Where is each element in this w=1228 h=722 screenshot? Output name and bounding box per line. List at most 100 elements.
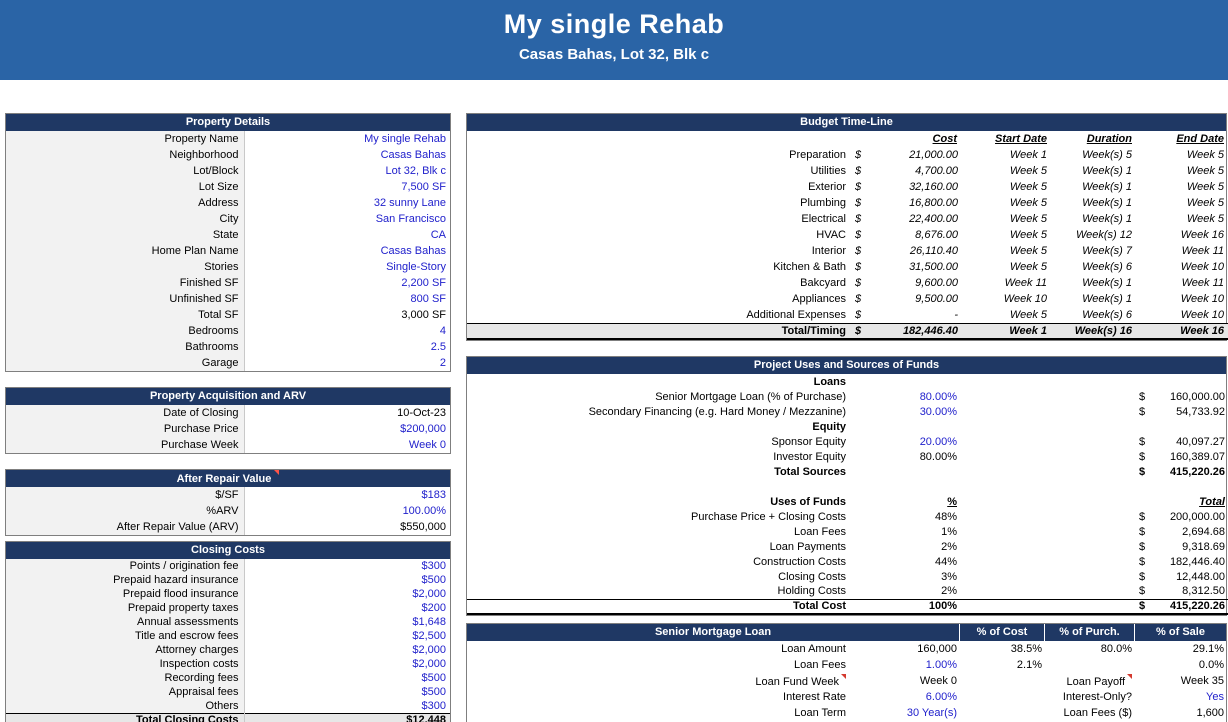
cost-cell[interactable]: $22,400.00: [855, 213, 958, 225]
percent-cell[interactable]: [852, 464, 961, 479]
total-start-cell[interactable]: Week 1: [961, 322, 1051, 340]
cell-value[interactable]: 4: [244, 323, 450, 339]
cell-value[interactable]: $200: [244, 601, 450, 615]
cell-value[interactable]: $500: [244, 685, 450, 699]
start-date-cell[interactable]: Week 5: [1009, 213, 1047, 225]
amount-cell[interactable]: $415,220.26: [1139, 465, 1225, 478]
percent-cell[interactable]: 2%: [941, 540, 957, 553]
secondary-label-cell[interactable]: [1046, 657, 1136, 673]
value-cell[interactable]: 30 Year(s): [906, 707, 957, 719]
pct-of-cost-cell[interactable]: [961, 705, 1046, 721]
cell-value[interactable]: Single-Story: [244, 259, 450, 275]
duration-cell[interactable]: Week(s) 1: [1082, 165, 1132, 177]
cell-value[interactable]: 32 sunny Lane: [244, 195, 450, 211]
cost-cell[interactable]: $31,500.00: [855, 261, 958, 273]
cell-value[interactable]: Lot 32, Blk c: [244, 163, 450, 179]
secondary-label-cell[interactable]: Loan Fees ($): [1063, 707, 1132, 719]
percent-cell[interactable]: 1%: [941, 525, 957, 538]
amount-cell[interactable]: $182,446.40: [1139, 555, 1225, 568]
percent-cell[interactable]: [852, 419, 961, 434]
start-date-cell[interactable]: Week 5: [1009, 165, 1047, 177]
end-date-cell[interactable]: Week 5: [1186, 213, 1224, 225]
cell-value[interactable]: $200,000: [244, 421, 450, 437]
start-date-cell[interactable]: Week 11: [1004, 277, 1047, 289]
cell-value[interactable]: $1,648: [244, 615, 450, 629]
duration-cell[interactable]: Week(s) 1: [1082, 213, 1132, 225]
percent-cell[interactable]: 80.00%: [919, 450, 957, 463]
pct-of-cost-cell[interactable]: [961, 673, 1046, 689]
amount-cell[interactable]: $12,448.00: [1139, 570, 1225, 583]
start-date-cell[interactable]: Week 10: [1003, 293, 1047, 305]
value-cell[interactable]: Week 0: [919, 675, 957, 687]
cell-value[interactable]: 100.00%: [244, 503, 450, 519]
pct-of-cost-cell[interactable]: 2.1%: [1016, 659, 1042, 671]
duration-cell[interactable]: Week(s) 6: [1082, 308, 1132, 321]
amount-cell[interactable]: $9,318.69: [1139, 540, 1225, 553]
amount-cell[interactable]: $200,000.00: [1139, 510, 1225, 523]
cell-value[interactable]: $500: [244, 671, 450, 685]
cell-value[interactable]: CA: [244, 227, 450, 243]
cell-value[interactable]: 3,000 SF: [244, 307, 450, 323]
total-cost-cell[interactable]: $182,446.40: [852, 322, 961, 340]
cell-value[interactable]: $2,500: [244, 629, 450, 643]
percent-cell[interactable]: %: [947, 495, 957, 508]
amount-cell[interactable]: $160,000.00: [1139, 390, 1225, 403]
end-date-cell[interactable]: Week 5: [1186, 181, 1224, 193]
percent-cell[interactable]: 44%: [934, 555, 957, 568]
secondary-value-cell[interactable]: 29.1%: [1192, 643, 1224, 655]
cost-cell[interactable]: $21,000.00: [855, 149, 958, 161]
amount-cell[interactable]: $160,389.07: [1139, 450, 1225, 463]
end-date-cell[interactable]: Week 10: [1180, 293, 1224, 305]
duration-cell[interactable]: Week(s) 1: [1082, 181, 1132, 193]
start-date-cell[interactable]: Week 5: [1009, 197, 1047, 209]
duration-cell[interactable]: Week(s) 6: [1082, 261, 1132, 273]
cost-cell[interactable]: $32,160.00: [855, 181, 958, 193]
secondary-label-cell[interactable]: Interest-Only?: [1062, 691, 1132, 703]
cost-cell[interactable]: $8,676.00: [855, 229, 958, 241]
percent-cell[interactable]: 48%: [934, 510, 957, 523]
percent-cell[interactable]: 3%: [941, 570, 957, 583]
value-cell[interactable]: 160,000: [917, 643, 957, 655]
duration-cell[interactable]: Week(s) 7: [1082, 245, 1132, 257]
cell-value[interactable]: $500: [244, 573, 450, 587]
amount-cell[interactable]: Total: [1199, 495, 1225, 508]
amount-cell[interactable]: $2,694.68: [1139, 525, 1225, 538]
total-value[interactable]: $12,448: [244, 712, 450, 722]
cell-value[interactable]: My single Rehab: [244, 131, 450, 147]
end-date-cell[interactable]: Week 16: [1180, 229, 1224, 241]
start-date-cell[interactable]: Week 5: [1009, 261, 1047, 273]
duration-cell[interactable]: Week(s) 1: [1082, 197, 1132, 209]
cell-value[interactable]: $300: [244, 699, 450, 713]
duration-cell[interactable]: Week(s) 1: [1082, 293, 1132, 305]
cell-value[interactable]: Week 0: [244, 437, 450, 453]
pct-of-cost-cell[interactable]: 38.5%: [1010, 643, 1042, 655]
cell-value[interactable]: $183: [244, 487, 450, 503]
end-date-cell[interactable]: Week 11: [1181, 245, 1224, 257]
amount-cell[interactable]: [1136, 419, 1228, 434]
amount-cell[interactable]: $8,312.50: [1139, 585, 1225, 598]
cost-cell[interactable]: $9,500.00: [855, 293, 958, 305]
end-date-cell[interactable]: Week 5: [1186, 149, 1224, 161]
start-date-cell[interactable]: Week 5: [1009, 308, 1047, 321]
end-date-cell[interactable]: Week 10: [1180, 308, 1224, 321]
end-date-cell[interactable]: Week 5: [1186, 197, 1224, 209]
amount-cell[interactable]: $415,220.26: [1136, 598, 1228, 615]
pct-of-cost-cell[interactable]: [961, 689, 1046, 705]
end-date-cell[interactable]: Week 11: [1181, 277, 1224, 289]
cell-value[interactable]: San Francisco: [244, 211, 450, 227]
duration-cell[interactable]: Week(s) 12: [1075, 229, 1132, 241]
amount-cell[interactable]: [1136, 374, 1228, 389]
cell-value[interactable]: $2,000: [244, 657, 450, 671]
value-cell[interactable]: 1.00%: [925, 659, 957, 671]
amount-cell[interactable]: [1136, 479, 1228, 494]
percent-cell[interactable]: 20.00%: [919, 435, 957, 448]
percent-cell[interactable]: [852, 479, 961, 494]
amount-cell[interactable]: $54,733.92: [1139, 405, 1225, 418]
amount-cell[interactable]: $40,097.27: [1139, 435, 1225, 448]
total-duration-cell[interactable]: Week(s) 16: [1051, 322, 1136, 340]
secondary-label-cell[interactable]: 80.0%: [1100, 643, 1132, 655]
start-date-cell[interactable]: Week 5: [1009, 229, 1047, 241]
percent-cell[interactable]: 30.00%: [919, 405, 957, 418]
cell-value[interactable]: 2.5: [244, 339, 450, 355]
cell-value[interactable]: 2: [244, 355, 450, 371]
